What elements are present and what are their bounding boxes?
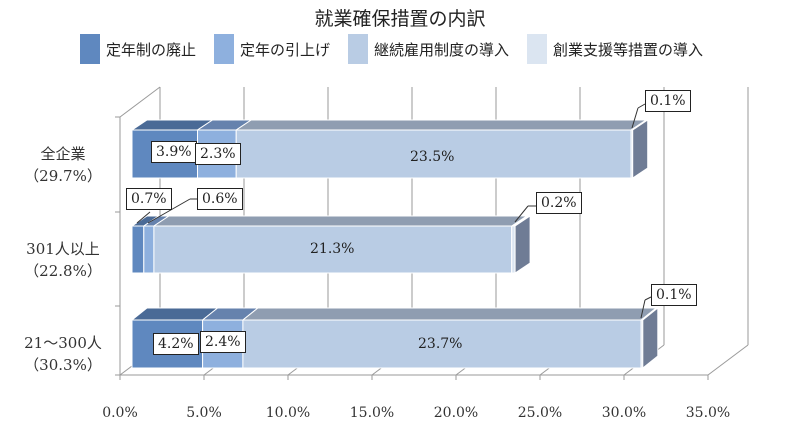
legend-label: 継続雇用制度の導入 <box>374 40 510 59</box>
bar-301-plus <box>130 215 531 274</box>
x-tick: 5.0% <box>186 405 222 421</box>
x-tick: 10.0% <box>265 405 311 421</box>
legend-label: 定年制の廃止 <box>106 40 197 59</box>
data-label: 4.2% <box>153 333 199 355</box>
category-total: （29.7%） <box>24 167 102 185</box>
data-label: 2.3% <box>195 143 241 165</box>
category-name: 全企業 <box>40 145 86 163</box>
category-label-all: 全企業 （29.7%） <box>8 143 118 187</box>
x-tick: 0.0% <box>102 405 138 421</box>
x-tick: 15.0% <box>349 405 395 421</box>
category-label-301-plus: 301人以上 （22.8%） <box>8 238 118 282</box>
category-name: 21～300人 <box>24 334 102 352</box>
data-label: 23.5% <box>410 149 455 165</box>
data-label: 2.4% <box>200 331 246 353</box>
data-label: 0.1% <box>651 284 697 306</box>
legend-item-abolition: 定年制の廃止 <box>80 34 196 64</box>
data-label: 0.2% <box>536 192 582 214</box>
category-name: 301人以上 <box>26 240 100 258</box>
legend-swatch <box>527 34 548 64</box>
legend-item-startup: 創業支援等措置の導入 <box>527 34 703 64</box>
category-total: （22.8%） <box>24 262 102 280</box>
data-label: 0.6% <box>197 188 243 210</box>
x-tick: 35.0% <box>685 405 731 421</box>
legend-swatch <box>214 34 235 64</box>
legend-label: 創業支援等措置の導入 <box>553 40 704 59</box>
bar-21-300 <box>130 306 659 370</box>
data-label: 0.1% <box>645 90 691 112</box>
bar-all-companies <box>130 119 649 179</box>
legend-item-raise: 定年の引上げ <box>214 34 330 64</box>
legend-swatch <box>80 34 100 64</box>
data-label: 3.9% <box>151 141 197 163</box>
x-tick: 25.0% <box>517 405 563 421</box>
x-tick: 30.0% <box>601 405 647 421</box>
category-total: （30.3%） <box>24 356 102 374</box>
legend-label: 定年の引上げ <box>240 40 331 59</box>
data-label: 23.7% <box>418 336 463 352</box>
legend-swatch <box>348 34 369 64</box>
category-label-21-300: 21～300人 （30.3%） <box>8 332 118 376</box>
data-label: 0.7% <box>126 188 172 210</box>
chart-legend: 定年制の廃止 定年の引上げ 継続雇用制度の導入 創業支援等措置の導入 <box>80 34 721 64</box>
x-tick: 20.0% <box>433 405 479 421</box>
legend-item-continued: 継続雇用制度の導入 <box>348 34 509 64</box>
chart-title: 就業確保措置の内訳 <box>314 8 486 30</box>
data-label: 21.3% <box>310 241 355 257</box>
